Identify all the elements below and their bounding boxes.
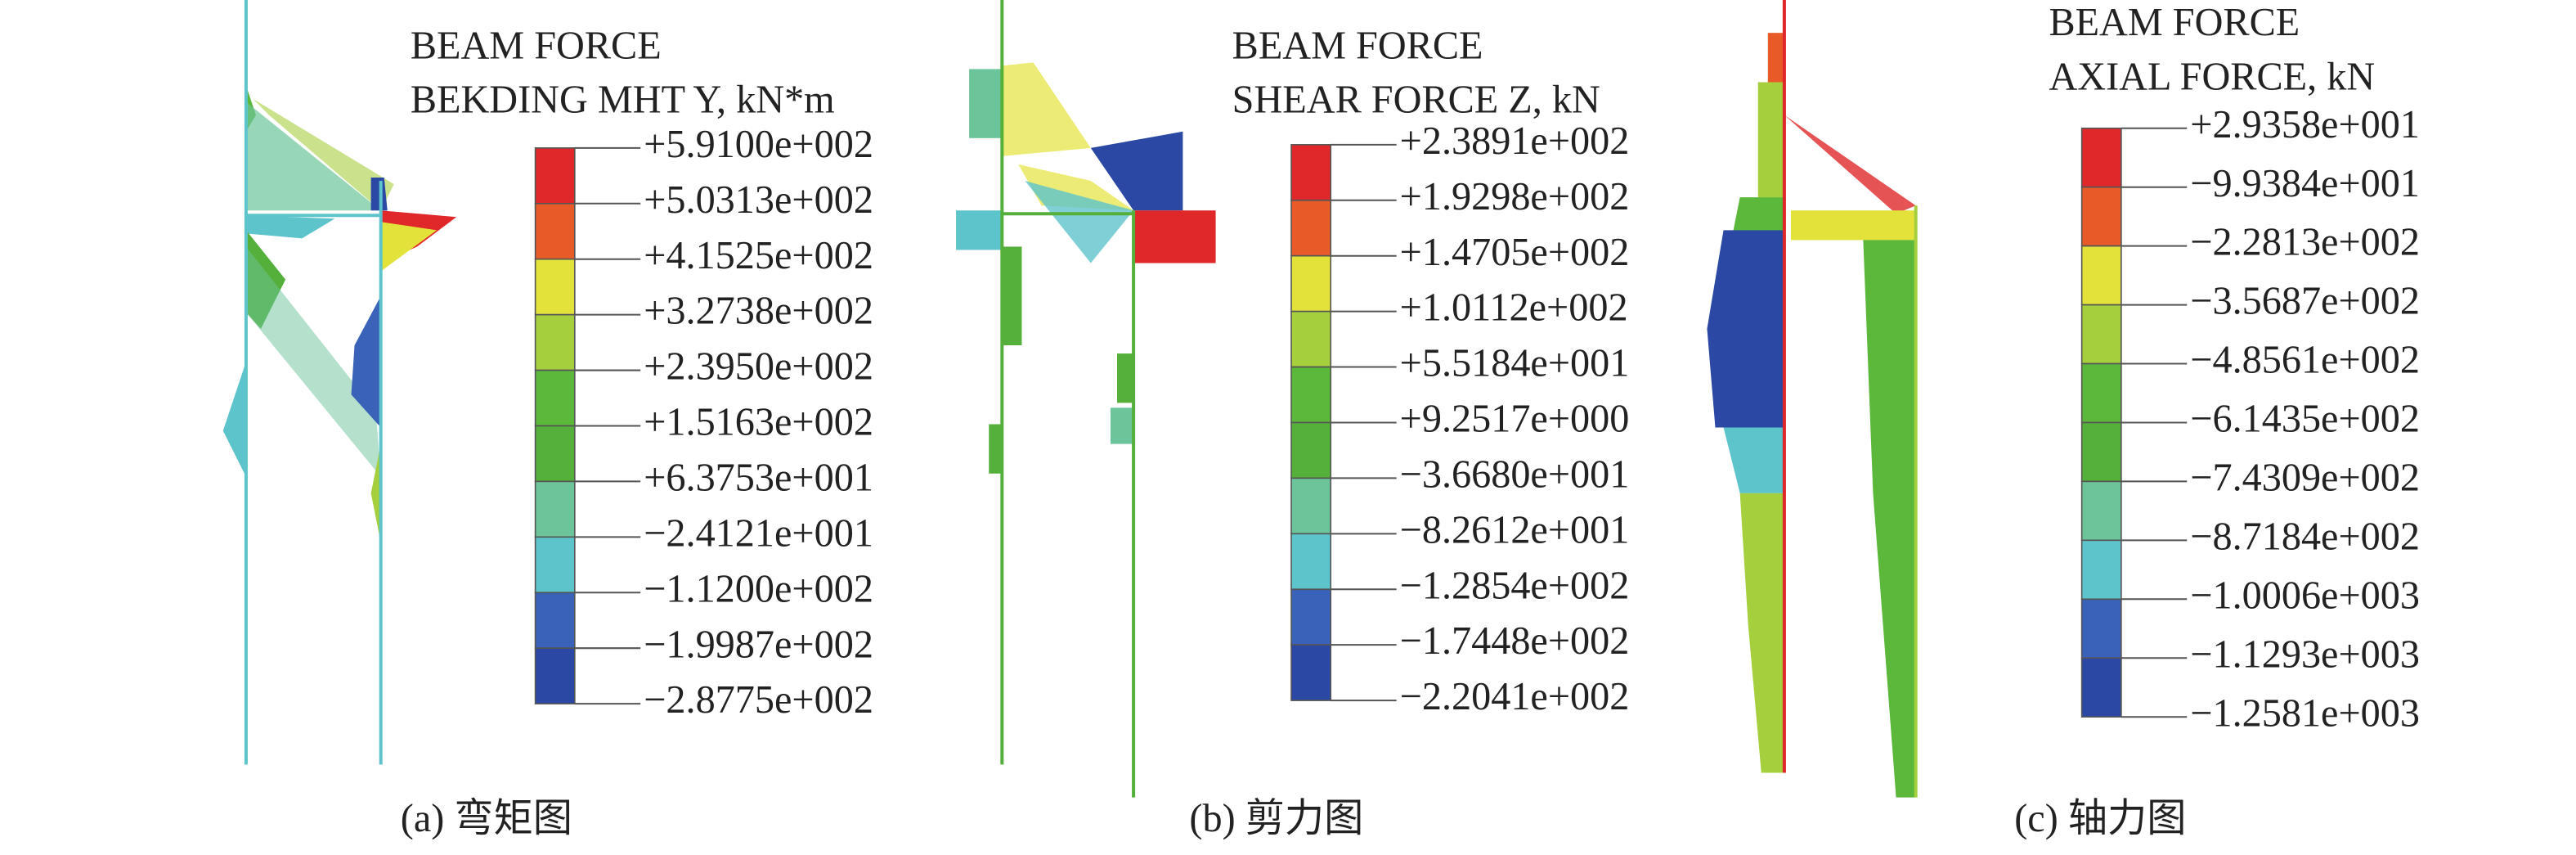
legend-label: +3.2738e+002: [644, 290, 873, 333]
panel-title: AXIAL FORCE, kN: [2049, 56, 2375, 99]
legend-label: −3.5687e+002: [2190, 280, 2420, 323]
legend-label: +1.5163e+002: [644, 401, 873, 444]
legend-label: −7.4309e+002: [2190, 456, 2420, 499]
legend-swatch: [1290, 199, 1332, 257]
panel-title: BEAM FORCE: [2049, 1, 2300, 44]
legend-label: +6.3753e+001: [644, 456, 873, 499]
legend-label: −2.8775e+002: [644, 678, 873, 722]
legend-swatch: [2080, 245, 2122, 306]
legend-label: +4.1525e+002: [644, 234, 873, 277]
panel-title: BEAM FORCE: [1232, 24, 1483, 67]
legend-label: +1.4705e+002: [1400, 231, 1630, 274]
legend-label: −9.9384e+001: [2190, 162, 2420, 205]
legend-swatch: [534, 480, 576, 538]
legend-label: −1.2581e+003: [2190, 691, 2420, 735]
caption: (b) 剪力图: [1189, 797, 1363, 840]
legend-label: −3.6680e+001: [1400, 452, 1630, 496]
legend-swatch: [1290, 366, 1332, 424]
legend-label: −2.2813e+002: [2190, 221, 2420, 264]
panel-title: BEAM FORCE: [411, 24, 662, 67]
legend-swatch: [1290, 254, 1332, 313]
legend-label: −2.4121e+001: [644, 511, 873, 555]
caption: (a) 弯矩图: [401, 797, 572, 840]
legend-swatch: [534, 369, 576, 427]
legend-swatch: [2080, 598, 2122, 659]
legend-swatch: [1290, 477, 1332, 535]
legend-swatch: [2080, 304, 2122, 365]
legend-label: +2.3950e+002: [644, 345, 873, 389]
shear-diagram: [956, 0, 1216, 798]
caption: (c) 轴力图: [2014, 797, 2186, 840]
legend-swatch: [1290, 421, 1332, 479]
legend-label: +1.0112e+002: [1400, 286, 1628, 330]
panel-title: SHEAR FORCE Z, kN: [1232, 79, 1600, 122]
legend-label: −8.2612e+001: [1400, 508, 1630, 551]
legend-swatch: [2080, 127, 2122, 188]
legend-label: +5.0313e+002: [644, 178, 873, 222]
legend-swatch: [2080, 480, 2122, 542]
legend-label: −1.1200e+002: [644, 567, 873, 610]
legend-label: −4.8561e+002: [2190, 339, 2420, 382]
legend-label: −1.0006e+003: [2190, 574, 2420, 617]
legend-label: −6.1435e+002: [2190, 398, 2420, 441]
legend-label: +5.9100e+002: [644, 123, 873, 166]
legend-swatch: [1290, 310, 1332, 368]
legend-label: +2.3891e+002: [1400, 119, 1630, 163]
axial-diagram: [1707, 0, 1918, 798]
legend-swatch: [1290, 588, 1332, 646]
legend-swatch: [534, 592, 576, 649]
legend-swatch: [2080, 362, 2122, 424]
panel-title: BEKDING MHT Y, kN*m: [411, 79, 835, 122]
legend-label: −1.9987e+002: [644, 623, 873, 666]
legend-swatch: [534, 425, 576, 483]
legend-label: +2.9358e+001: [2190, 103, 2420, 146]
legend-label: −1.1293e+003: [2190, 632, 2420, 676]
legend-label: −1.2854e+002: [1400, 564, 1630, 607]
legend-swatch: [534, 647, 576, 704]
legend-swatch: [2080, 186, 2122, 247]
legend-swatch: [534, 202, 576, 260]
legend-label: −2.2041e+002: [1400, 675, 1630, 718]
legend-swatch: [1290, 144, 1332, 201]
legend-swatch: [534, 536, 576, 594]
legend-swatch: [1290, 644, 1332, 701]
legend-swatch: [534, 258, 576, 316]
legend-label: +9.2517e+000: [1400, 398, 1630, 441]
legend-swatch: [534, 313, 576, 371]
legend-label: −8.7184e+002: [2190, 515, 2420, 558]
legend-label: −1.7448e+002: [1400, 619, 1630, 663]
legend-swatch: [2080, 539, 2122, 601]
legend-swatch: [1290, 533, 1332, 591]
legend-swatch: [2080, 657, 2122, 718]
legend-swatch: [534, 147, 576, 205]
legend-label: +5.5184e+001: [1400, 342, 1630, 385]
legend-swatch: [2080, 421, 2122, 483]
panels: BEAM FORCE BEKDING MHT Y, kN*m+5.9100e+00…: [401, 1, 2420, 840]
legend-label: +1.9298e+002: [1400, 175, 1630, 218]
